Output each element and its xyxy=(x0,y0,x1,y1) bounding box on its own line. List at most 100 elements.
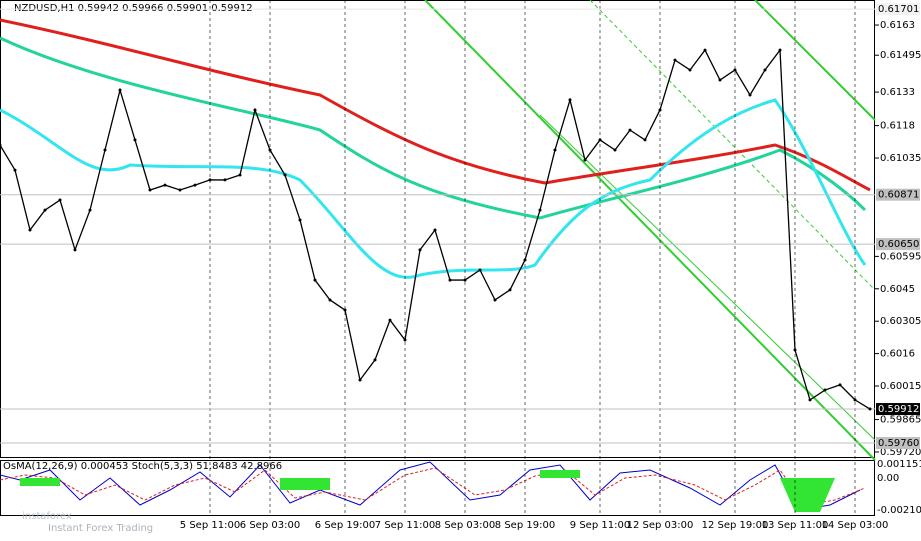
price-point xyxy=(178,188,182,192)
x-tick-label: 7 Sep 11:00 xyxy=(375,520,435,531)
y-tick-label: 0.59720 xyxy=(880,447,921,458)
y-tick-label: 0.6133 xyxy=(880,87,915,98)
y-tick-label: 0.60595 xyxy=(880,251,921,262)
price-point xyxy=(133,138,137,142)
channel-line xyxy=(589,0,876,291)
y-tick-label: 0.60015 xyxy=(880,381,921,392)
price-point xyxy=(193,183,197,187)
price-point xyxy=(598,138,602,142)
price-point xyxy=(358,378,362,382)
price-point xyxy=(778,48,782,52)
price-point xyxy=(583,158,587,162)
price-point xyxy=(553,148,557,152)
price-point xyxy=(823,388,827,392)
price-point xyxy=(628,128,632,132)
price-point xyxy=(718,78,722,82)
price-point xyxy=(808,398,812,402)
ma-cyan xyxy=(0,98,867,279)
price-point xyxy=(43,208,47,212)
x-tick-label: 14 Sep 03:00 xyxy=(822,520,889,531)
indicator-axis-label: -0.0021024 xyxy=(877,505,921,516)
price-point xyxy=(238,173,242,177)
stoch-main xyxy=(0,461,861,511)
y-tick-label: 0.6016 xyxy=(880,349,915,360)
x-tick-label: 9 Sep 11:00 xyxy=(570,520,630,531)
price-point xyxy=(208,178,212,182)
price-point xyxy=(28,228,32,232)
price-point xyxy=(538,208,542,212)
price-point xyxy=(658,108,662,112)
price-point xyxy=(493,298,497,302)
x-tick-label: 12 Sep 19:00 xyxy=(702,520,769,531)
price-point xyxy=(298,218,302,222)
price-label-box xyxy=(876,403,920,416)
x-tick-label: 12 Sep 03:00 xyxy=(627,520,694,531)
price-point xyxy=(73,248,77,252)
price-point xyxy=(853,398,857,402)
price-point xyxy=(268,148,272,152)
price-label-box xyxy=(876,3,920,16)
price-point xyxy=(343,308,347,312)
price-point xyxy=(148,188,152,192)
price-point xyxy=(403,338,407,342)
price-point xyxy=(643,138,647,142)
indicator-axis-label: 0.0011517 xyxy=(877,459,921,470)
price-point xyxy=(253,108,257,112)
y-tick-label: 0.6045 xyxy=(880,284,915,295)
main-frame xyxy=(0,0,875,458)
price-point xyxy=(763,68,767,72)
price-point xyxy=(328,298,332,302)
price-point xyxy=(613,148,617,152)
x-tick-label: 6 Sep 19:00 xyxy=(315,520,375,531)
price-label: 0.60650 xyxy=(878,239,919,250)
price-point xyxy=(688,68,692,72)
price-point xyxy=(13,168,17,172)
price-point xyxy=(433,228,437,232)
price-point xyxy=(373,358,377,362)
x-tick-label: 8 Sep 03:00 xyxy=(435,520,495,531)
ma-green xyxy=(0,36,867,220)
price-point xyxy=(88,208,92,212)
price-point xyxy=(793,348,797,352)
y-tick-label: 0.6118 xyxy=(880,121,915,132)
price-point xyxy=(0,143,2,147)
indicator-axis-label: 0.00 xyxy=(877,473,899,484)
sub-frame xyxy=(0,460,875,516)
chart-title: NZDUSD,H1 0.59942 0.59966 0.59901 0.5991… xyxy=(14,3,253,14)
channel-line xyxy=(424,0,876,461)
price-point xyxy=(418,248,422,252)
price-point xyxy=(703,48,707,52)
price-point xyxy=(733,68,737,72)
x-tick-label: 13 Sep 11:00 xyxy=(762,520,829,531)
price-point xyxy=(313,278,317,282)
y-tick-label: 0.59865 xyxy=(880,415,921,426)
price-point xyxy=(868,407,872,411)
x-tick-label: 6 Sep 03:00 xyxy=(240,520,300,531)
price-point xyxy=(508,288,512,292)
y-tick-label: 0.61035 xyxy=(880,153,921,164)
price-point xyxy=(748,93,752,97)
price-point xyxy=(673,58,677,62)
price-point xyxy=(223,178,227,182)
y-tick-label: 0.6163 xyxy=(880,20,915,31)
price-point xyxy=(568,98,572,102)
price-point xyxy=(463,278,467,282)
x-tick-label: 5 Sep 11:00 xyxy=(180,520,240,531)
price-label: 0.59760 xyxy=(878,438,919,449)
x-tick-label: 8 Sep 19:00 xyxy=(495,520,555,531)
price-point xyxy=(448,278,452,282)
price-label: 0.61701 xyxy=(878,4,919,15)
channel-line xyxy=(539,114,876,441)
price-label-box xyxy=(876,238,920,251)
channel-line xyxy=(754,0,876,121)
price-point xyxy=(163,183,167,187)
y-tick-label: 0.60305 xyxy=(880,316,921,327)
price-point xyxy=(58,198,62,202)
price-label: 0.59912 xyxy=(878,404,919,415)
watermark-slogan: Instant Forex Trading xyxy=(48,523,153,534)
price-point xyxy=(118,88,122,92)
y-tick-label: 0.61495 xyxy=(880,50,921,61)
price-point xyxy=(283,173,287,177)
